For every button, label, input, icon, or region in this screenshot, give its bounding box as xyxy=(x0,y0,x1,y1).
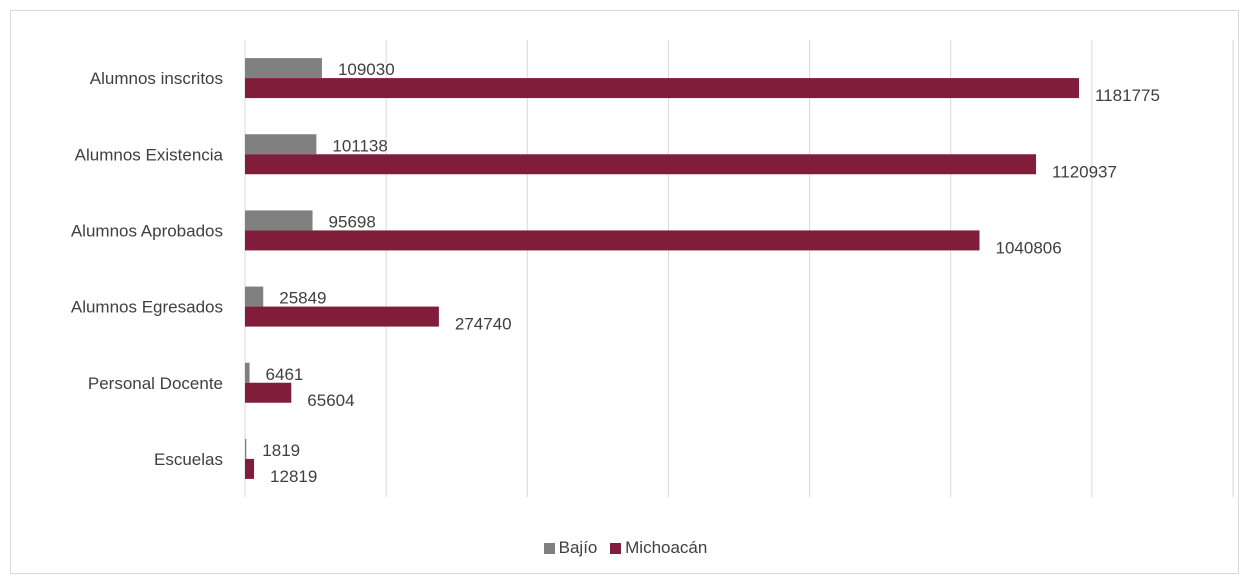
data-label: 1040806 xyxy=(996,238,1062,257)
bar-bajio xyxy=(245,134,317,155)
data-label: 1181775 xyxy=(1095,86,1160,105)
data-label: 6461 xyxy=(266,365,304,384)
category-label: Alumnos Egresados xyxy=(71,298,223,317)
gridlines xyxy=(244,40,1234,497)
bar-michoacan xyxy=(245,458,255,479)
category-label: Alumnos Aprobados xyxy=(71,221,223,240)
bar-bajio xyxy=(245,438,247,459)
legend-swatch-bajio xyxy=(543,542,555,554)
legend: Bajío Michoacán xyxy=(0,538,1251,559)
data-label: 1120937 xyxy=(1052,162,1117,181)
bar-michoacan xyxy=(245,154,1037,175)
legend-swatch-michoacan xyxy=(610,542,622,554)
bar-michoacan xyxy=(245,382,292,403)
bar-bajio xyxy=(245,210,313,231)
bars xyxy=(245,58,1079,479)
data-label: 101138 xyxy=(332,136,387,155)
bar-bajio xyxy=(245,362,250,383)
category-label: Alumnos inscritos xyxy=(90,69,223,88)
legend-label-bajio: Bajío xyxy=(558,538,598,557)
data-label: 12819 xyxy=(270,467,317,486)
category-label: Personal Docente xyxy=(88,374,223,393)
chart-frame xyxy=(10,10,1239,574)
data-label: 95698 xyxy=(329,212,376,231)
data-label: 274740 xyxy=(455,315,512,334)
bar-bajio xyxy=(245,286,264,307)
data-label: 109030 xyxy=(338,60,395,79)
bar-bajio xyxy=(245,58,322,79)
bar-michoacan xyxy=(245,78,1079,99)
data-label: 1819 xyxy=(262,441,300,460)
data-label: 65604 xyxy=(307,391,354,410)
legend-item-bajio: Bajío xyxy=(543,538,598,558)
legend-item-michoacan: Michoacán xyxy=(610,538,707,558)
legend-label-michoacan: Michoacán xyxy=(625,538,708,557)
category-label: Alumnos Existencia xyxy=(75,145,224,164)
labels: Alumnos inscritos 109030 1181775 Alumnos Ex… xyxy=(71,60,1160,486)
data-label: 25849 xyxy=(279,289,326,308)
bar-chart: Alumnos inscritos 109030 1181775 Alumnos Ex… xyxy=(71,40,1234,497)
bar-michoacan xyxy=(245,230,980,251)
bar-michoacan xyxy=(245,306,439,327)
category-label: Escuelas xyxy=(154,450,223,469)
